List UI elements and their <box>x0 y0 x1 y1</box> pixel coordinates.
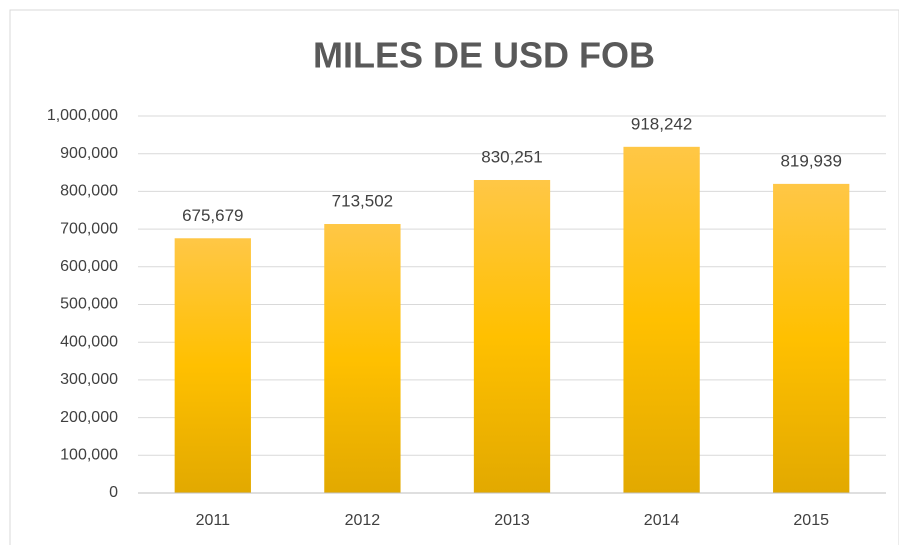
data-label: 819,939 <box>780 151 841 170</box>
x-tick-label: 2011 <box>196 512 231 529</box>
x-tick-label: 2015 <box>793 512 829 529</box>
bar <box>473 179 551 494</box>
y-tick-label: 400,000 <box>60 333 118 350</box>
x-tick-label: 2013 <box>494 512 530 529</box>
y-tick-label: 700,000 <box>60 220 118 237</box>
chart-border <box>9 9 899 545</box>
y-tick-label: 300,000 <box>60 371 118 388</box>
data-label: 675,679 <box>182 206 243 225</box>
y-tick-label: 200,000 <box>60 409 118 426</box>
x-tick-label: 2014 <box>644 512 680 529</box>
y-tick-label: 500,000 <box>60 296 118 313</box>
data-label: 918,242 <box>631 114 692 133</box>
y-tick-label: 800,000 <box>60 183 118 200</box>
y-tick-label: 1,000,000 <box>47 107 118 124</box>
data-label: 830,251 <box>481 147 542 166</box>
bar <box>174 238 251 493</box>
chart-title: MILES DE USD FOB <box>313 35 655 76</box>
bar <box>623 146 700 494</box>
data-label: 713,502 <box>332 191 393 210</box>
y-tick-label: 600,000 <box>60 258 118 275</box>
x-tick-label: 2012 <box>345 512 381 529</box>
y-tick-label: 100,000 <box>60 447 118 464</box>
bar <box>773 183 850 493</box>
bar <box>324 224 401 493</box>
y-tick-label: 0 <box>109 484 118 501</box>
y-tick-label: 900,000 <box>60 145 118 162</box>
